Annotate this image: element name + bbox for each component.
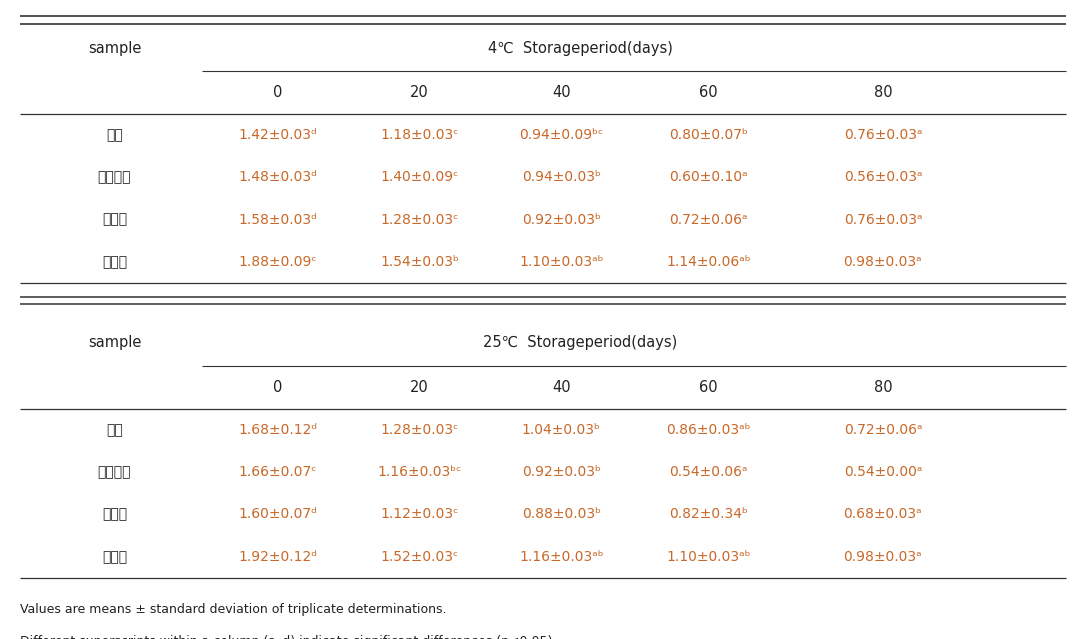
Text: Different superscripts within a column (a–d) indicate significant differences (p: Different superscripts within a column (… bbox=[20, 635, 556, 639]
Text: 0.86±0.03ᵃᵇ: 0.86±0.03ᵃᵇ bbox=[666, 423, 751, 436]
Text: 60: 60 bbox=[699, 86, 718, 100]
Text: 1.66±0.07ᶜ: 1.66±0.07ᶜ bbox=[239, 465, 317, 479]
Text: 0.76±0.03ᵃ: 0.76±0.03ᵃ bbox=[844, 128, 922, 142]
Text: 1.40±0.09ᶜ: 1.40±0.09ᶜ bbox=[380, 171, 459, 184]
Text: 1.54±0.03ᵇ: 1.54±0.03ᵇ bbox=[380, 255, 459, 269]
Text: 0.76±0.03ᵃ: 0.76±0.03ᵃ bbox=[844, 213, 922, 227]
Text: 20: 20 bbox=[410, 380, 429, 395]
Text: 0.92±0.03ᵇ: 0.92±0.03ᵇ bbox=[522, 213, 601, 227]
Text: 40: 40 bbox=[552, 380, 571, 395]
Text: 25℃  Storageperiod(days): 25℃ Storageperiod(days) bbox=[483, 335, 678, 350]
Text: 1.10±0.03ᵃᵇ: 1.10±0.03ᵃᵇ bbox=[519, 255, 604, 269]
Text: sample: sample bbox=[88, 42, 141, 56]
Text: 전통: 전통 bbox=[106, 423, 123, 436]
Text: 1.48±0.03ᵈ: 1.48±0.03ᵈ bbox=[239, 171, 317, 184]
Text: 20: 20 bbox=[410, 86, 429, 100]
Text: 1.52±0.03ᶜ: 1.52±0.03ᶜ bbox=[380, 550, 459, 564]
Text: 1.16±0.03ᵇᶜ: 1.16±0.03ᵇᶜ bbox=[377, 465, 462, 479]
Text: 0.80±0.07ᵇ: 0.80±0.07ᵇ bbox=[669, 128, 748, 142]
Text: 1.68±0.12ᵈ: 1.68±0.12ᵈ bbox=[239, 423, 317, 436]
Text: 80: 80 bbox=[873, 86, 893, 100]
Text: 0.82±0.34ᵇ: 0.82±0.34ᵇ bbox=[669, 507, 748, 521]
Text: 0: 0 bbox=[274, 86, 282, 100]
Text: 액화효소: 액화효소 bbox=[98, 465, 131, 479]
Text: 0.88±0.03ᵇ: 0.88±0.03ᵇ bbox=[522, 507, 601, 521]
Text: 1.88±0.09ᶜ: 1.88±0.09ᶜ bbox=[239, 255, 317, 269]
Text: 0: 0 bbox=[274, 380, 282, 395]
Text: 0.94±0.09ᵇᶜ: 0.94±0.09ᵇᶜ bbox=[519, 128, 604, 142]
Text: sample: sample bbox=[88, 335, 141, 350]
Text: 1.12±0.03ᶜ: 1.12±0.03ᶜ bbox=[380, 507, 459, 521]
Text: 0.72±0.06ᵃ: 0.72±0.06ᵃ bbox=[844, 423, 922, 436]
Text: 쌌누록: 쌌누록 bbox=[101, 507, 128, 521]
Text: 0.60±0.10ᵃ: 0.60±0.10ᵃ bbox=[669, 171, 748, 184]
Text: 40: 40 bbox=[552, 86, 571, 100]
Text: 1.60±0.07ᵈ: 1.60±0.07ᵈ bbox=[239, 507, 317, 521]
Text: 밀누록: 밀누록 bbox=[101, 255, 128, 269]
Text: 0.72±0.06ᵃ: 0.72±0.06ᵃ bbox=[669, 213, 748, 227]
Text: 1.10±0.03ᵃᵇ: 1.10±0.03ᵃᵇ bbox=[666, 550, 751, 564]
Text: 1.28±0.03ᶜ: 1.28±0.03ᶜ bbox=[380, 423, 459, 436]
Text: 0.98±0.03ᵃ: 0.98±0.03ᵃ bbox=[844, 550, 922, 564]
Text: 60: 60 bbox=[699, 380, 718, 395]
Text: 1.92±0.12ᵈ: 1.92±0.12ᵈ bbox=[239, 550, 317, 564]
Text: 0.98±0.03ᵃ: 0.98±0.03ᵃ bbox=[844, 255, 922, 269]
Text: 1.28±0.03ᶜ: 1.28±0.03ᶜ bbox=[380, 213, 459, 227]
Text: 1.16±0.03ᵃᵇ: 1.16±0.03ᵃᵇ bbox=[519, 550, 604, 564]
Text: 0.92±0.03ᵇ: 0.92±0.03ᵇ bbox=[522, 465, 601, 479]
Text: 1.14±0.06ᵃᵇ: 1.14±0.06ᵃᵇ bbox=[666, 255, 751, 269]
Text: 쌌누록: 쌌누록 bbox=[101, 213, 128, 227]
Text: 0.94±0.03ᵇ: 0.94±0.03ᵇ bbox=[522, 171, 601, 184]
Text: 1.18±0.03ᶜ: 1.18±0.03ᶜ bbox=[380, 128, 459, 142]
Text: 1.42±0.03ᵈ: 1.42±0.03ᵈ bbox=[239, 128, 317, 142]
Text: 0.54±0.00ᵃ: 0.54±0.00ᵃ bbox=[844, 465, 922, 479]
Text: 80: 80 bbox=[873, 380, 893, 395]
Text: Values are means ± standard deviation of triplicate determinations.: Values are means ± standard deviation of… bbox=[20, 603, 446, 617]
Text: 전통: 전통 bbox=[106, 128, 123, 142]
Text: 밀누록: 밀누록 bbox=[101, 550, 128, 564]
Text: 1.58±0.03ᵈ: 1.58±0.03ᵈ bbox=[239, 213, 317, 227]
Text: 0.56±0.03ᵃ: 0.56±0.03ᵃ bbox=[844, 171, 922, 184]
Text: 1.04±0.03ᵇ: 1.04±0.03ᵇ bbox=[522, 423, 601, 436]
Text: 0.54±0.06ᵃ: 0.54±0.06ᵃ bbox=[669, 465, 748, 479]
Text: 4℃  Storageperiod(days): 4℃ Storageperiod(days) bbox=[488, 42, 673, 56]
Text: 0.68±0.03ᵃ: 0.68±0.03ᵃ bbox=[844, 507, 922, 521]
Text: 액화효소: 액화효소 bbox=[98, 171, 131, 184]
